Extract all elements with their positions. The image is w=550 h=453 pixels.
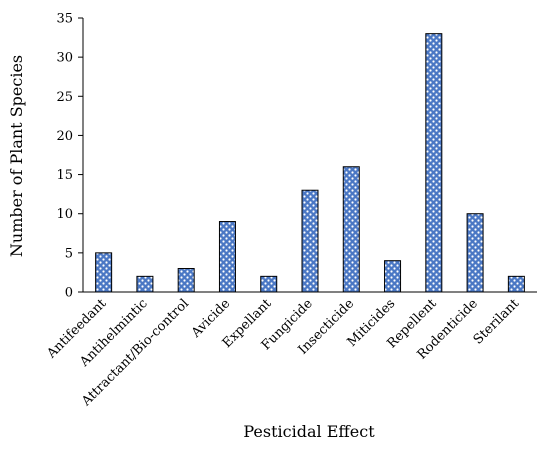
bar-avicide [218, 221, 236, 293]
y-tick-label: 15 [56, 168, 73, 183]
bar-repellent [425, 33, 443, 293]
bar-expellant [260, 275, 278, 293]
bar-miticides [384, 260, 402, 293]
bar-fungicide [301, 189, 319, 293]
y-tick-label: 30 [56, 51, 73, 66]
y-tick-label: 10 [56, 207, 73, 222]
bar-antihelmintic [136, 275, 154, 293]
y-axis-ticks: 0 5 10 15 20 25 30 35 [56, 12, 83, 301]
y-tick-label: 5 [65, 246, 73, 261]
bar-antifeedant [95, 252, 113, 293]
x-axis-title: Pesticidal Effect [243, 422, 375, 441]
bar-sterilant [507, 275, 525, 293]
y-axis-title: Number of Plant Species [7, 55, 26, 257]
y-tick-label: 35 [56, 12, 73, 27]
x-category-label: Sterilant [471, 296, 523, 348]
x-axis-categories: AntifeedantAntihelminticAttractant/Bio-c… [44, 296, 523, 410]
bar-attractant-bio-control [177, 268, 195, 293]
y-tick-label: 25 [56, 90, 73, 105]
bar-rodenticide [466, 213, 484, 293]
plot-area [95, 33, 525, 293]
y-tick-label: 0 [65, 286, 73, 301]
bar-insecticide [342, 166, 360, 293]
y-tick-label: 20 [56, 129, 73, 144]
